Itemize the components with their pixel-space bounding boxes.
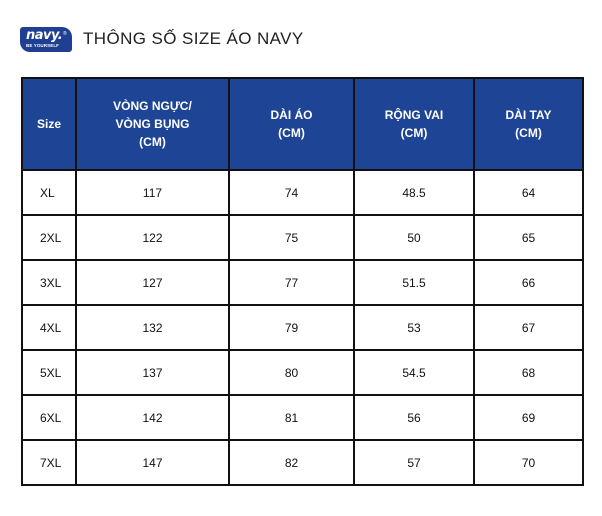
cell-shoulder-width: 48.5 xyxy=(353,169,475,216)
header-label-line: (CM) xyxy=(278,126,305,140)
cell-sleeve-length: 65 xyxy=(473,214,584,261)
cell-shirt-length: 80 xyxy=(228,349,355,396)
table-header-row: Size VÒNG NGỰC/VÒNG BỤNG (CM) DÀI ÁO (CM) … xyxy=(21,77,584,171)
header-cell-shoulder-width: RỘNG VAI (CM) xyxy=(353,77,475,171)
cell-shirt-length: 75 xyxy=(228,214,355,261)
table-row: 2XL 122 75 50 65 xyxy=(21,214,584,261)
cell-shirt-length: 79 xyxy=(228,304,355,351)
cell-size: XL xyxy=(21,169,77,216)
header-label-line: (CM) xyxy=(400,126,428,140)
cell-size: 5XL xyxy=(21,349,77,396)
cell-chest-waist: 147 xyxy=(75,439,230,486)
cell-shoulder-width: 50 xyxy=(353,214,475,261)
cell-chest-waist: 122 xyxy=(75,214,230,261)
cell-shirt-length: 81 xyxy=(228,394,355,441)
header-label-line: (CM) xyxy=(139,135,166,149)
table-body: XL 117 74 48.5 64 2XL 122 75 50 65 3XL 127 77 51.5 66 4… xyxy=(21,169,584,486)
table-row: 5XL 137 80 54.5 68 xyxy=(21,349,584,396)
table-row: 3XL 127 77 51.5 66 xyxy=(21,259,584,306)
header-cell-shirt-length: DÀI ÁO (CM) xyxy=(228,77,355,171)
table-row: XL 117 74 48.5 64 xyxy=(21,169,584,216)
cell-sleeve-length: 70 xyxy=(473,439,584,486)
size-table: Size VÒNG NGỰC/VÒNG BỤNG (CM) DÀI ÁO (CM) … xyxy=(21,77,584,486)
header-label-line: (CM) xyxy=(515,126,542,140)
cell-chest-waist: 142 xyxy=(75,394,230,441)
cell-size: 3XL xyxy=(21,259,77,306)
header-label-line: RỘNG VAI xyxy=(384,108,444,122)
cell-size: 7XL xyxy=(21,439,77,486)
table-row: 7XL 147 82 57 70 xyxy=(21,439,584,486)
cell-size: 4XL xyxy=(21,304,77,351)
logo-tagline: BE YOURSELF xyxy=(26,43,60,48)
cell-chest-waist: 137 xyxy=(75,349,230,396)
cell-shoulder-width: 56 xyxy=(353,394,475,441)
cell-chest-waist: 117 xyxy=(75,169,230,216)
cell-shirt-length: 82 xyxy=(228,439,355,486)
cell-shoulder-width: 51.5 xyxy=(353,259,475,306)
header-label-line: VÒNG BỤNG xyxy=(115,117,190,131)
header-cell-size: Size xyxy=(21,77,77,171)
header-label-line: VÒNG NGỰC/ xyxy=(113,99,192,113)
header-label-line: DÀI TAY xyxy=(505,108,552,122)
cell-sleeve-length: 64 xyxy=(473,169,584,216)
cell-size: 6XL xyxy=(21,394,77,441)
cell-shirt-length: 77 xyxy=(228,259,355,306)
cell-chest-waist: 127 xyxy=(75,259,230,306)
registered-mark: ® xyxy=(63,31,67,37)
table-row: 6XL 142 81 56 69 xyxy=(21,394,584,441)
cell-shirt-length: 74 xyxy=(228,169,355,216)
cell-sleeve-length: 66 xyxy=(473,259,584,306)
brand-logo: navy. BE YOURSELF ® xyxy=(20,27,72,52)
header-label-line: Size xyxy=(37,117,62,131)
logo-wordmark: navy. xyxy=(26,28,63,43)
header-cell-chest-waist: VÒNG NGỰC/VÒNG BỤNG (CM) xyxy=(75,77,230,171)
cell-shoulder-width: 54.5 xyxy=(353,349,475,396)
cell-sleeve-length: 67 xyxy=(473,304,584,351)
cell-shoulder-width: 53 xyxy=(353,304,475,351)
header-label-line: DÀI ÁO xyxy=(270,108,313,122)
page-title: THÔNG SỐ SIZE ÁO NAVY xyxy=(83,29,304,48)
cell-sleeve-length: 69 xyxy=(473,394,584,441)
page-header: navy. BE YOURSELF ® THÔNG SỐ SIZE ÁO NAV… xyxy=(0,0,602,76)
cell-shoulder-width: 57 xyxy=(353,439,475,486)
cell-sleeve-length: 68 xyxy=(473,349,584,396)
table-row: 4XL 132 79 53 67 xyxy=(21,304,584,351)
header-cell-sleeve-length: DÀI TAY (CM) xyxy=(473,77,584,171)
cell-size: 2XL xyxy=(21,214,77,261)
cell-chest-waist: 132 xyxy=(75,304,230,351)
